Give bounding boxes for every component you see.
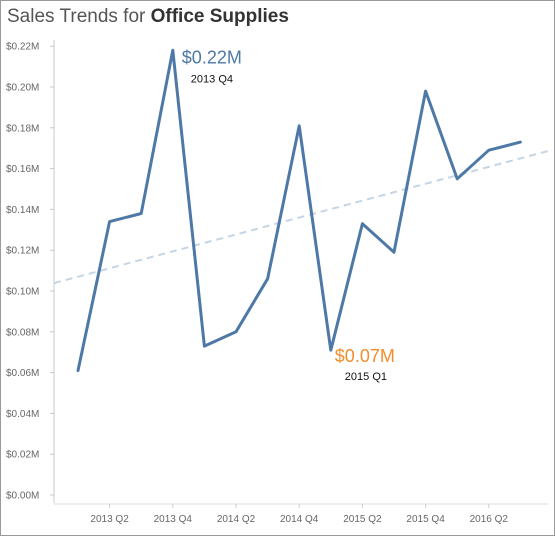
data-point: [298, 124, 301, 127]
data-point: [487, 149, 490, 152]
max-value-label: $0.22M: [182, 47, 242, 67]
y-tick-label: $0.08M: [6, 327, 39, 338]
data-point: [329, 349, 332, 352]
data-point: [361, 222, 364, 225]
min-quarter-label: 2015 Q1: [345, 371, 387, 383]
data-point: [108, 220, 111, 223]
y-tick-label: $0.04M: [6, 409, 39, 420]
data-point: [203, 345, 206, 348]
y-tick-label: $0.14M: [6, 205, 39, 216]
chart-title-prefix: Sales Trends for: [7, 6, 151, 27]
x-tick-label: 2015 Q2: [343, 514, 382, 525]
x-tick-label: 2016 Q2: [470, 514, 509, 525]
x-tick-label: 2014 Q4: [280, 514, 319, 525]
data-point: [456, 177, 459, 180]
y-tick-label: $0.16M: [6, 164, 39, 175]
data-point: [266, 277, 269, 280]
x-tick-label: 2013 Q2: [90, 514, 129, 525]
x-tick-label: 2013 Q4: [154, 514, 193, 525]
y-tick-label: $0.20M: [6, 83, 39, 94]
chart-title-category: Office Supplies: [150, 6, 289, 27]
y-tick-label: $0.22M: [6, 42, 39, 53]
data-point: [424, 90, 427, 93]
series-line: [76, 48, 522, 373]
x-tick-label: 2014 Q2: [217, 514, 256, 525]
y-tick-label: $0.02M: [6, 450, 39, 461]
data-point: [171, 49, 174, 52]
data-point: [519, 141, 522, 144]
data-point: [140, 212, 143, 215]
min-value-label: $0.07M: [335, 346, 395, 366]
chart-title: Sales Trends for Office Supplies: [7, 6, 289, 28]
y-tick-label: $0.00M: [6, 491, 39, 502]
data-point: [77, 369, 80, 372]
x-tick-label: 2015 Q4: [406, 514, 445, 525]
y-tick-label: $0.18M: [6, 123, 39, 134]
max-quarter-label: 2013 Q4: [191, 73, 233, 85]
data-point: [393, 251, 396, 254]
y-tick-label: $0.06M: [6, 368, 39, 379]
data-point: [235, 330, 238, 333]
y-tick-label: $0.12M: [6, 246, 39, 257]
y-tick-label: $0.10M: [6, 287, 39, 298]
